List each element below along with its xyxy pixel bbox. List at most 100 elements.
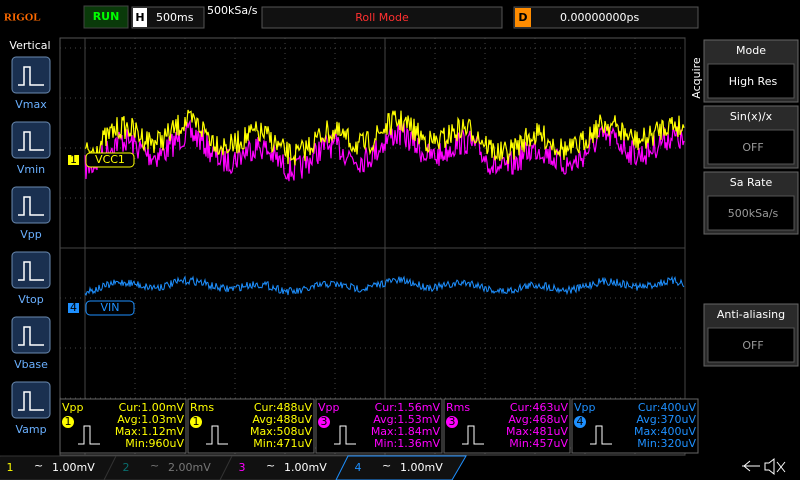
channel-coupling: ~: [266, 459, 275, 472]
channel-number: 3: [239, 461, 246, 474]
measurement-cur: Cur:400uV: [638, 401, 697, 414]
left-menu-title: Vertical: [9, 39, 50, 52]
usb-icon: [742, 460, 760, 472]
measurement-icon: [462, 425, 484, 445]
measure-icon[interactable]: [11, 381, 51, 419]
waveform: [84, 275, 685, 297]
trace-label-box: [85, 300, 135, 316]
measurement-avg: Avg:1.03mV: [117, 413, 184, 426]
measure-item[interactable]: Vmax: [15, 98, 47, 111]
trace-label: VIN: [101, 301, 120, 314]
measure-item[interactable]: Vbase: [14, 358, 48, 371]
measurement-cur: Cur:1.00mV: [119, 401, 185, 414]
mode-box: [261, 6, 503, 29]
menu-label: Sa Rate: [730, 176, 773, 189]
measurement-avg: Avg:1.53mV: [373, 413, 440, 426]
delay: 0.00000000ps: [560, 11, 639, 24]
timebase-label: H: [135, 11, 144, 24]
channel-scale: 1.00mV: [52, 461, 95, 474]
measure-icon-pulse: [18, 66, 44, 86]
acquire-section: Acquire: [690, 57, 703, 99]
trigger-label: D: [518, 11, 527, 24]
channel-tab[interactable]: [103, 455, 235, 480]
menu-value: 500kSa/s: [728, 207, 779, 220]
delay-tag: [515, 8, 531, 27]
measurement-max: Max:481uV: [506, 425, 568, 438]
measure-item[interactable]: Vtop: [18, 293, 44, 306]
measurement-type: Vpp: [574, 401, 596, 414]
measurement-icon: [590, 425, 612, 445]
measurement-type: Rms: [446, 401, 470, 414]
measurement-type: Vpp: [62, 401, 84, 414]
measure-icon[interactable]: [11, 251, 51, 289]
channel-badge: [190, 416, 202, 428]
measure-icon[interactable]: [11, 186, 51, 224]
measurement-channel: 3: [321, 415, 328, 428]
measurement-max: Max:400uV: [634, 425, 696, 438]
waveform: [84, 109, 685, 166]
measurement-min: Min:457uV: [509, 437, 568, 450]
measurement-cur: Cur:488uV: [254, 401, 313, 414]
run-status: RUN: [93, 10, 120, 23]
menu-value-box: [707, 129, 795, 165]
run-button[interactable]: [83, 5, 129, 29]
channel-badge: [318, 416, 330, 428]
channel-scale: 2.00mV: [168, 461, 211, 474]
channel-number: 4: [355, 461, 362, 474]
channel-coupling: ~: [382, 459, 391, 472]
measurement-channel: 4: [577, 415, 584, 428]
measurement-min: Min:960uV: [125, 437, 184, 450]
measurement-avg: Avg:488uV: [252, 413, 312, 426]
measurement-max: Max:1.84mV: [371, 425, 441, 438]
measure-icon[interactable]: [11, 56, 51, 94]
menu-value-box: [707, 195, 795, 231]
brand: RIGOL: [4, 12, 41, 24]
channel-coupling: ~: [150, 459, 159, 472]
measurement-icon: [334, 425, 356, 445]
measurement-max: Max:508uV: [250, 425, 312, 438]
measure-item[interactable]: Vpp: [20, 228, 42, 241]
measure-item[interactable]: Vmin: [17, 163, 45, 176]
timebase-tag: [133, 8, 147, 27]
sample-rate: 500kSa/s: [207, 4, 258, 17]
trace-number: 1: [70, 153, 77, 166]
waveform: [84, 119, 685, 182]
channel-tab[interactable]: [219, 455, 351, 480]
menu-value-box: [707, 327, 795, 363]
menu-label: Mode: [736, 44, 766, 57]
channel-scale: 1.00mV: [284, 461, 327, 474]
channel-tab[interactable]: [335, 455, 467, 480]
measure-icon[interactable]: [11, 316, 51, 354]
channel-badge: [446, 416, 458, 428]
measurement-cur: Cur:463uV: [510, 401, 569, 414]
measure-icon-pulse: [18, 326, 44, 346]
measurement-avg: Avg:468uV: [508, 413, 568, 426]
measurement-min: Min:320uV: [637, 437, 696, 450]
measurement-cur: Cur:1.56mV: [375, 401, 441, 414]
trace-number: 4: [70, 301, 77, 314]
measurement-icon: [78, 425, 100, 445]
measure-item[interactable]: Vamp: [15, 423, 46, 436]
menu-value: High Res: [729, 75, 778, 88]
channel-badge: [574, 416, 586, 428]
measure-icon-pulse: [18, 391, 44, 411]
timebase-box[interactable]: [131, 6, 205, 29]
menu-value-box: [707, 63, 795, 99]
measurement-channel: 1: [65, 415, 72, 428]
sound-icon: [764, 457, 786, 476]
measure-icon-pulse: [18, 261, 44, 281]
channel-scale: 1.00mV: [400, 461, 443, 474]
channel-number: 1: [7, 461, 14, 474]
measure-icon-pulse: [18, 131, 44, 151]
delay-box[interactable]: [513, 6, 699, 29]
channel-coupling: ~: [34, 459, 43, 472]
measurement-box: [59, 398, 187, 454]
roll-mode: Roll Mode: [355, 11, 409, 24]
measurement-channel: 3: [449, 415, 456, 428]
channel-badge: [62, 416, 74, 428]
measure-icon[interactable]: [11, 121, 51, 159]
measurement-icon: [206, 425, 228, 445]
channel-tab[interactable]: [0, 455, 119, 480]
menu-value: OFF: [742, 339, 763, 352]
menu-label: Sin(x)/x: [730, 110, 773, 123]
